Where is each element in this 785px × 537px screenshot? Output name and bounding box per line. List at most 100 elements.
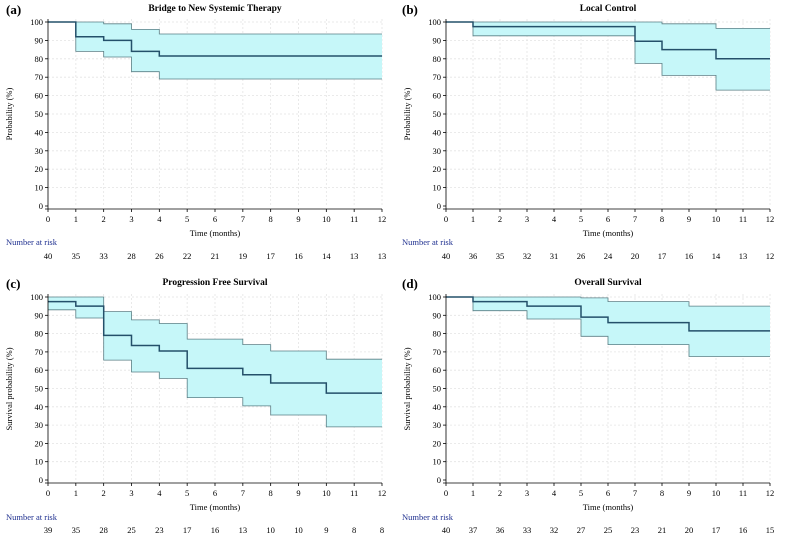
chart-title: Local Control [580,4,637,14]
x-tick-label: 3 [525,488,529,498]
y-tick-label: 20 [433,438,442,448]
risk-count: 8 [352,525,356,535]
y-tick-label: 30 [433,420,442,430]
risk-count: 40 [442,251,451,261]
x-tick-label: 7 [633,214,637,224]
y-tick-label: 80 [35,329,44,339]
panel-label: (c) [6,276,20,291]
risk-count: 24 [604,251,613,261]
risk-table-label: Number at risk [6,512,58,522]
x-tick-label: 1 [471,488,475,498]
chart-title: Overall Survival [574,278,642,288]
x-tick-label: 12 [766,488,775,498]
y-tick-label: 90 [35,35,44,45]
risk-count: 10 [294,525,303,535]
y-tick-label: 60 [433,365,442,375]
risk-count: 36 [496,525,505,535]
x-tick-label: 6 [213,214,217,224]
risk-count: 17 [658,251,667,261]
y-tick-label: 90 [433,310,442,320]
risk-count: 13 [739,251,748,261]
y-axis-label: Probability (%) [4,88,14,141]
y-tick-label: 100 [428,292,441,302]
y-tick-label: 10 [35,457,44,467]
x-axis-label: Time (months) [190,502,241,512]
x-tick-label: 1 [471,214,475,224]
x-tick-label: 2 [102,488,106,498]
x-tick-label: 10 [322,488,331,498]
survival-curve [446,296,770,332]
risk-table-label: Number at risk [6,237,58,247]
x-axis-label: Time (months) [583,228,634,238]
risk-count: 25 [127,525,136,535]
risk-count: 40 [442,525,451,535]
x-tick-label: 8 [660,214,664,224]
x-tick-label: 8 [269,488,273,498]
x-tick-label: 11 [739,488,747,498]
risk-count: 32 [550,525,559,535]
x-tick-label: 6 [606,488,610,498]
risk-count: 31 [550,251,559,261]
risk-count: 17 [266,251,275,261]
risk-count: 17 [712,525,721,535]
x-tick-label: 5 [579,214,583,224]
x-tick-label: 11 [350,488,358,498]
x-tick-label: 10 [322,214,331,224]
risk-count: 17 [183,525,192,535]
risk-count: 35 [72,251,81,261]
risk-count: 39 [44,525,53,535]
y-tick-label: 100 [428,17,441,27]
risk-count: 21 [211,251,220,261]
confidence-band [48,22,382,79]
y-tick-label: 0 [437,475,441,485]
x-tick-label: 12 [378,488,387,498]
risk-count: 8 [380,525,384,535]
risk-table-label: Number at risk [402,512,454,522]
x-tick-label: 12 [766,214,775,224]
risk-count: 9 [324,525,328,535]
x-tick-label: 5 [185,488,189,498]
y-axis-label: Survival probability (%) [402,347,412,430]
panel-label: (d) [402,276,418,291]
risk-count: 26 [155,251,164,261]
y-tick-label: 60 [433,91,442,101]
x-tick-label: 12 [378,214,387,224]
y-tick-label: 70 [35,72,44,82]
x-tick-label: 9 [296,488,300,498]
y-tick-label: 90 [433,35,442,45]
risk-count: 10 [266,525,275,535]
x-tick-label: 11 [350,214,358,224]
risk-count: 15 [766,525,775,535]
x-tick-label: 4 [157,488,162,498]
x-tick-label: 1 [74,488,78,498]
x-tick-label: 10 [712,488,721,498]
y-axis-label: Survival probability (%) [4,347,14,430]
y-tick-label: 80 [433,329,442,339]
chart-title: Progression Free Survival [162,278,267,288]
x-tick-label: 0 [444,488,448,498]
risk-count: 28 [99,525,108,535]
risk-count: 16 [685,251,694,261]
lower-ci-line [446,21,770,91]
confidence-band [446,22,770,91]
risk-count: 33 [99,251,108,261]
y-tick-label: 50 [433,109,442,119]
confidence-band [48,297,382,427]
y-tick-label: 50 [35,384,44,394]
y-tick-label: 30 [433,146,442,156]
risk-count: 25 [604,525,613,535]
y-tick-label: 10 [433,457,442,467]
lower-ci-line [446,296,770,357]
y-tick-label: 10 [433,183,442,193]
x-axis-label: Time (months) [583,502,634,512]
y-tick-label: 90 [35,310,44,320]
risk-count: 36 [469,251,478,261]
x-tick-label: 8 [269,214,273,224]
risk-count: 37 [469,525,478,535]
y-tick-label: 30 [35,420,44,430]
y-tick-label: 20 [35,164,44,174]
y-tick-label: 80 [35,54,44,64]
upper-ci-line [446,21,770,29]
